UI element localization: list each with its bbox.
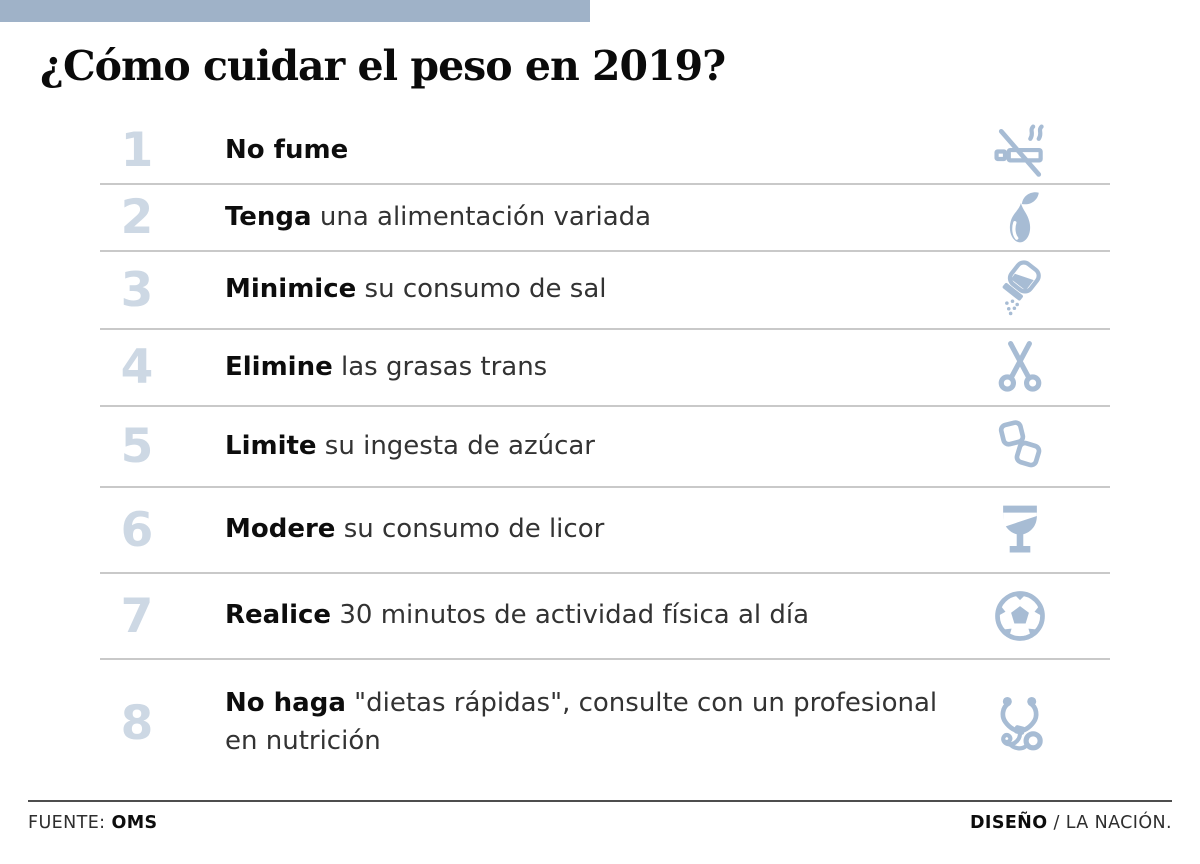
item-rest: 30 minutos de actividad física al día	[331, 600, 810, 631]
item-number: 1	[120, 123, 154, 178]
item-text: Tenga una alimentación variada	[225, 199, 970, 237]
item-number: 2	[120, 190, 154, 245]
item-rest: una alimentación variada	[311, 201, 652, 232]
list-item: 5 Limite su ingesta de azúcar	[100, 407, 1110, 488]
no-smoking-icon	[970, 121, 1070, 181]
accent-bar	[0, 0, 590, 22]
list-item: 7 Realice 30 minutos de actividad física…	[100, 574, 1110, 660]
sugar-cubes-icon	[970, 417, 1070, 477]
item-lead: No fume	[225, 134, 349, 165]
design-label: DISEÑO	[969, 813, 1048, 833]
salt-shaker-icon	[970, 260, 1070, 320]
pear-icon	[970, 188, 1070, 248]
list-item: 3 Minimice su consumo de sal	[100, 252, 1110, 330]
item-rest: su consumo de sal	[356, 274, 607, 305]
item-rest: su ingesta de azúcar	[316, 430, 595, 461]
item-number: 4	[120, 340, 154, 395]
source-value: OMS	[111, 813, 158, 833]
source-label: FUENTE:	[28, 813, 112, 833]
item-number: 3	[120, 262, 154, 318]
footer-divider	[28, 800, 1172, 802]
item-lead: Modere	[225, 514, 336, 545]
item-number: 8	[120, 695, 154, 751]
scissors-icon	[970, 338, 1070, 398]
list-item: 8 No haga "dietas rápidas", consulte con…	[100, 660, 1110, 786]
design-credit: DISEÑO / LA NACIÓN.	[970, 813, 1172, 833]
list-item: 4 Elimine las grasas trans	[100, 330, 1110, 407]
item-text: Limite su ingesta de azúcar	[225, 428, 970, 466]
list-item: 6 Modere su consumo de licor	[100, 488, 1110, 574]
item-number: 7	[120, 588, 154, 644]
item-rest: "dietas rápidas", consulte con un profes…	[225, 688, 938, 756]
item-number: 6	[120, 502, 154, 558]
item-lead: Minimice	[225, 274, 357, 305]
design-rest: / LA NACIÓN.	[1047, 813, 1172, 833]
stethoscope-icon	[970, 693, 1070, 753]
wine-glass-icon	[970, 500, 1070, 560]
item-text: Minimice su consumo de sal	[225, 271, 970, 309]
list-item: 1 No fume	[100, 118, 1110, 185]
item-rest: su consumo de licor	[335, 514, 605, 545]
item-text: Realice 30 minutos de actividad física a…	[225, 597, 970, 635]
item-text: No haga "dietas rápidas", consulte con u…	[225, 685, 970, 760]
tips-list: 1 No fume 2 Tenga una alimentación varia…	[100, 118, 1110, 786]
page-title: ¿Cómo cuidar el peso en 2019?	[40, 42, 726, 90]
list-item: 2 Tenga una alimentación variada	[100, 185, 1110, 252]
item-lead: Limite	[225, 430, 317, 461]
item-number: 5	[120, 419, 154, 474]
item-lead: No haga	[225, 688, 346, 719]
item-rest: las grasas trans	[332, 351, 548, 382]
item-lead: Elimine	[225, 351, 333, 382]
item-text: Modere su consumo de licor	[225, 511, 970, 549]
footer: FUENTE: OMS DISEÑO / LA NACIÓN.	[28, 813, 1172, 833]
soccer-ball-icon	[970, 586, 1070, 646]
item-text: No fume	[225, 132, 970, 170]
item-lead: Realice	[225, 600, 332, 631]
source-credit: FUENTE: OMS	[28, 813, 158, 833]
item-text: Elimine las grasas trans	[225, 349, 970, 387]
item-lead: Tenga	[225, 201, 312, 232]
